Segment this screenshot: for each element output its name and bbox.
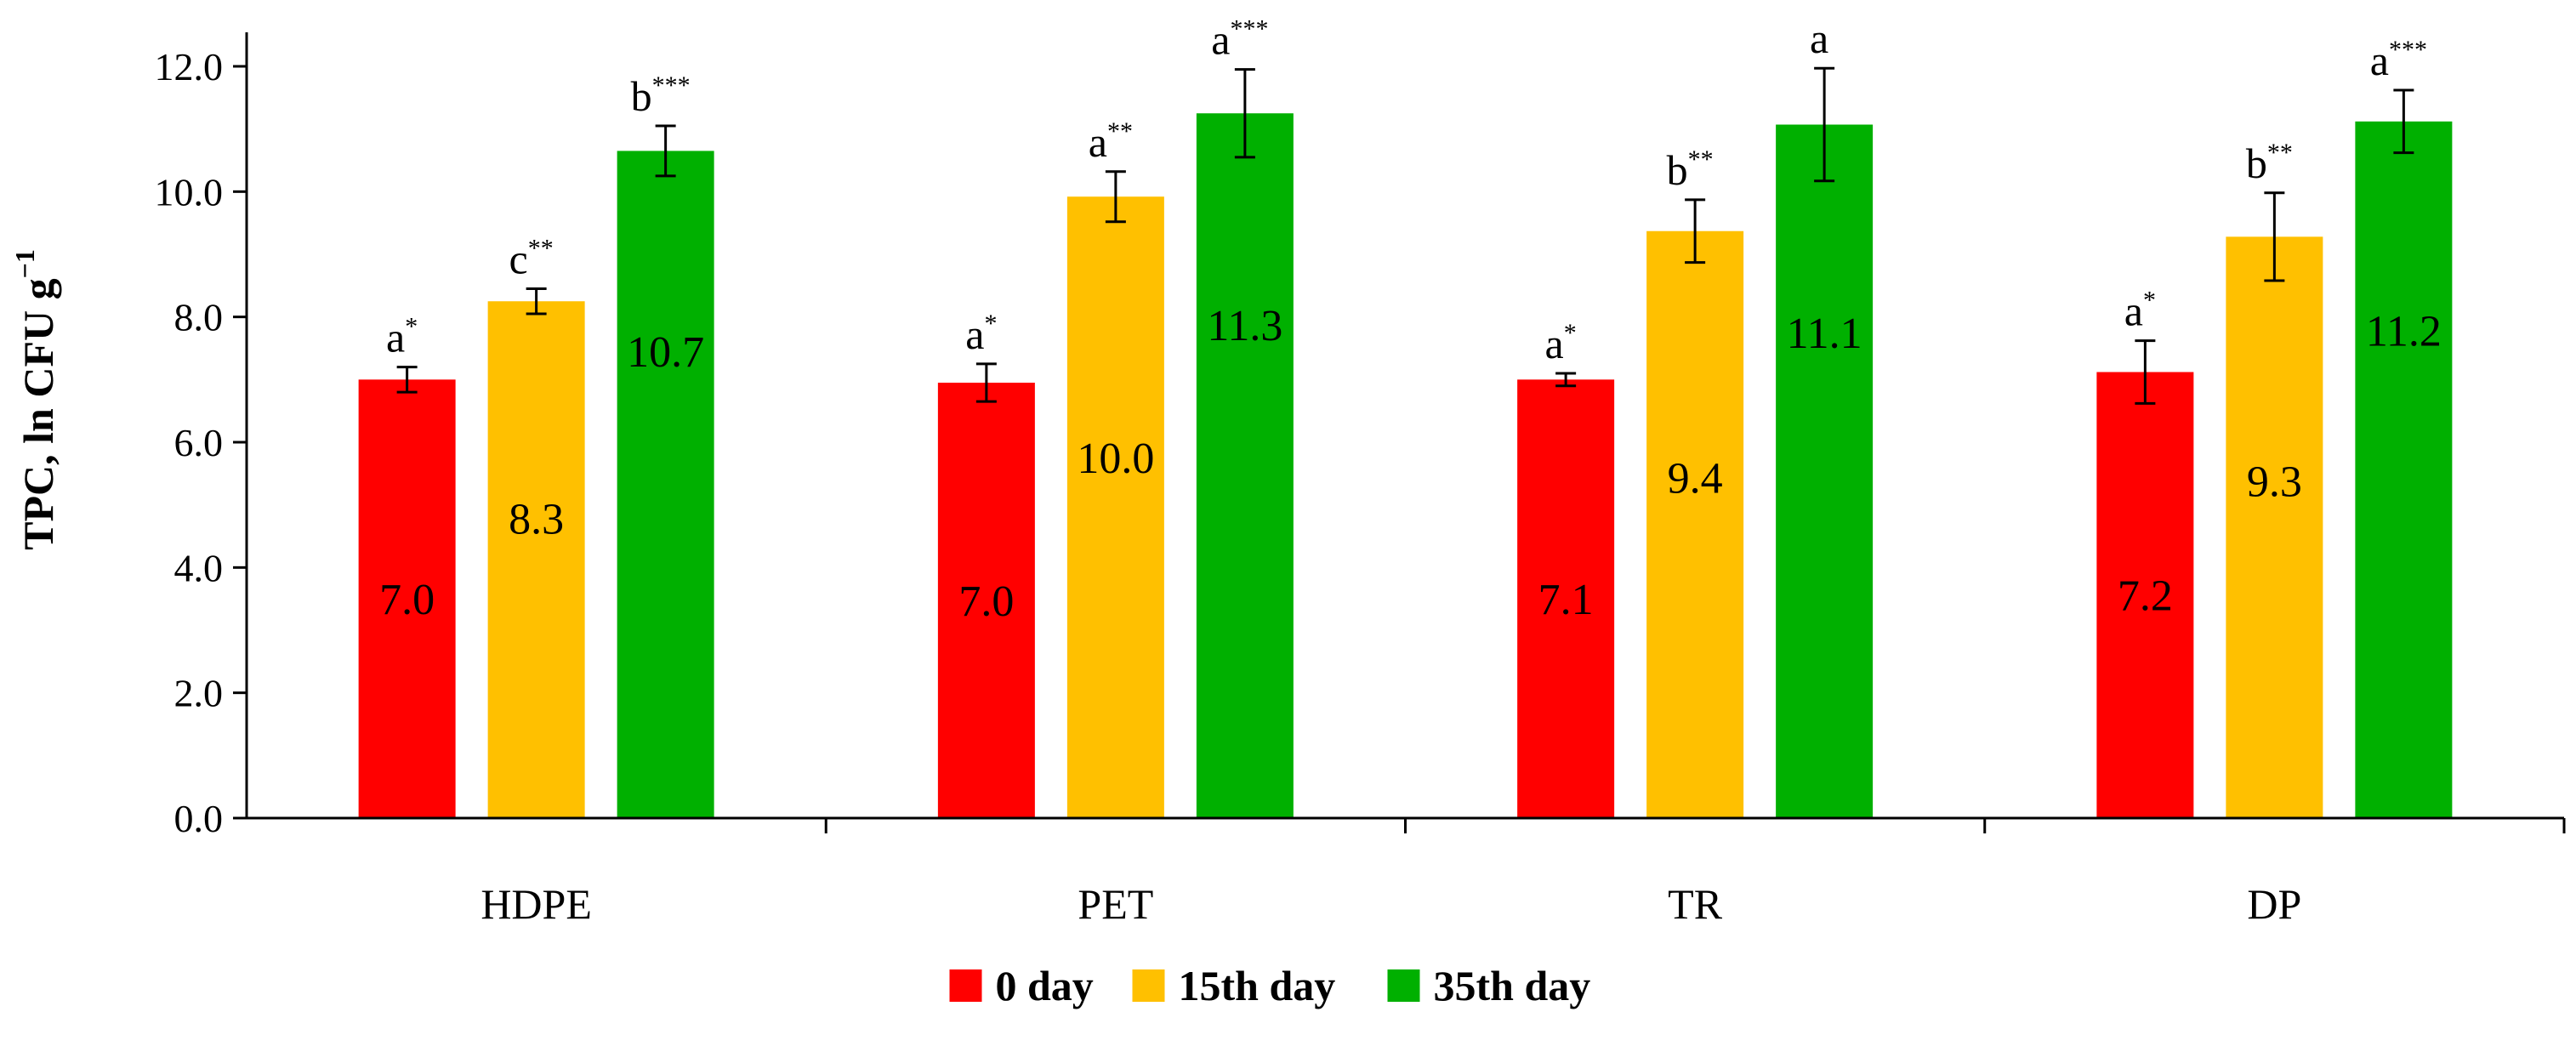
y-axis-title: TPC, ln CFU g−1 — [9, 249, 62, 550]
significance-label: a*** — [1211, 15, 1268, 64]
data-label: 7.2 — [2118, 572, 2173, 621]
x-category-label: DP — [2247, 880, 2301, 928]
bar — [1646, 230, 1744, 818]
significance-label: b** — [2246, 139, 2293, 187]
data-label: 10.7 — [627, 328, 704, 377]
x-category-label: HDPE — [481, 880, 592, 928]
bar — [487, 301, 585, 818]
significance-label: a** — [1089, 117, 1133, 166]
data-label: 7.0 — [379, 576, 435, 624]
bar — [1196, 113, 1294, 818]
bar — [937, 383, 1035, 818]
y-tick-label: 10.0 — [155, 170, 224, 213]
bar — [358, 379, 456, 818]
legend-label: 0 day — [996, 962, 1094, 1009]
y-tick-label: 12.0 — [155, 45, 224, 88]
bar — [1517, 379, 1615, 818]
y-tick-label: 6.0 — [174, 421, 224, 464]
significance-label: a* — [2124, 287, 2156, 335]
significance-label: a* — [1545, 319, 1577, 367]
bar — [2226, 236, 2323, 819]
bar — [2096, 372, 2194, 818]
legend-swatch — [1387, 969, 1420, 1002]
x-category-label: PET — [1078, 880, 1153, 928]
data-label: 10.0 — [1077, 435, 1154, 483]
data-label: 7.0 — [958, 577, 1014, 626]
data-label: 11.2 — [2366, 308, 2442, 356]
significance-label: c** — [509, 235, 554, 283]
significance-label: b** — [1667, 145, 1714, 194]
y-tick-label: 8.0 — [174, 296, 224, 339]
legend-swatch — [949, 969, 982, 1002]
data-label: 11.3 — [1207, 302, 1282, 350]
y-tick-label: 0.0 — [174, 797, 224, 840]
x-category-label: TR — [1668, 880, 1723, 928]
bar — [1776, 124, 1874, 818]
significance-label: a* — [965, 310, 997, 358]
legend-label: 35th day — [1434, 962, 1591, 1009]
y-tick-label: 2.0 — [174, 672, 224, 715]
bar — [617, 151, 714, 818]
data-label: 9.3 — [2247, 458, 2302, 506]
legend-label: 15th day — [1179, 962, 1336, 1009]
significance-label: a*** — [2370, 36, 2427, 84]
data-label: 8.3 — [509, 496, 564, 544]
data-label: 7.1 — [1538, 576, 1594, 624]
significance-label: a — [1810, 14, 1828, 62]
significance-label: a* — [386, 313, 418, 361]
bar — [2355, 121, 2453, 818]
significance-label: b*** — [631, 71, 691, 120]
bar — [1066, 196, 1164, 818]
data-label: 11.1 — [1787, 310, 1862, 358]
data-label: 9.4 — [1668, 455, 1723, 503]
legend-swatch — [1132, 969, 1165, 1002]
y-tick-label: 4.0 — [174, 546, 224, 589]
